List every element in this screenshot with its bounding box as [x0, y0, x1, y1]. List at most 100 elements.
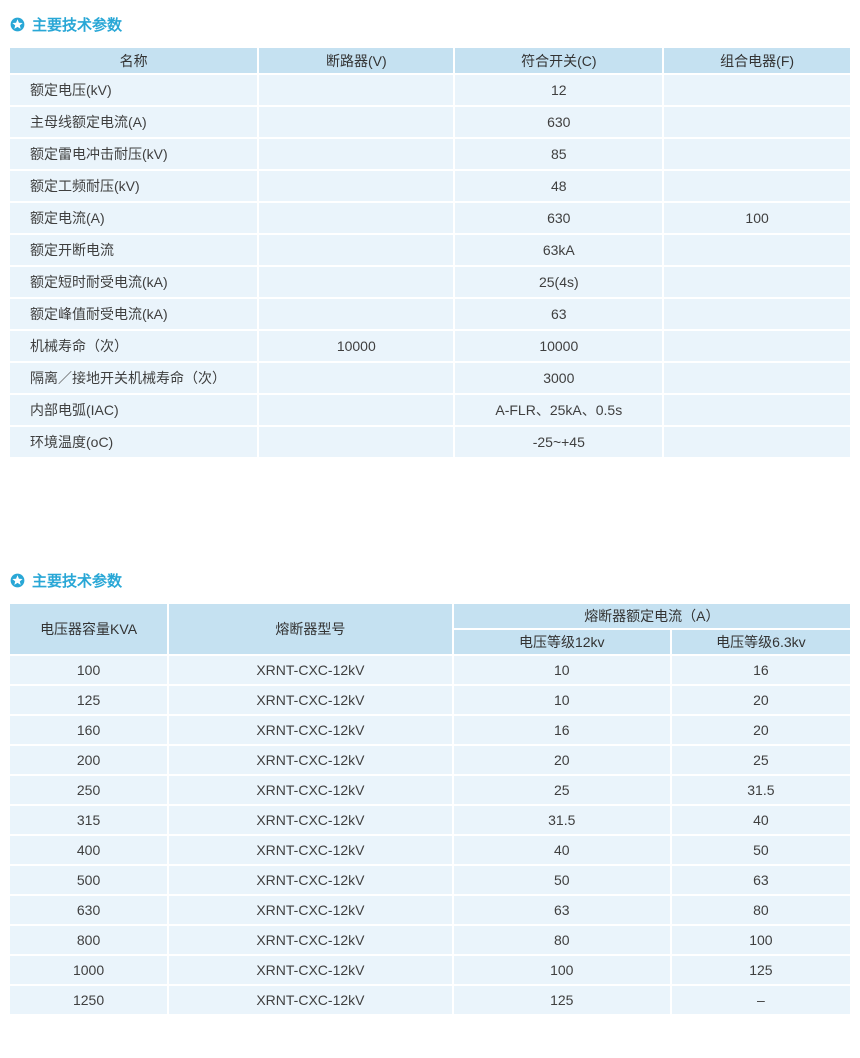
table-cell: 63: [669, 864, 853, 896]
table-cell: 10000: [453, 329, 665, 363]
table-cell: 机械寿命（次）: [7, 329, 260, 363]
column-header-voltage-6-3kv: 电压等级6.3kv: [669, 628, 853, 656]
table-header: 名称 断路器(V) 符合开关(C) 组合电器(F): [7, 46, 852, 75]
table-cell: XRNT-CXC-12kV: [167, 864, 454, 896]
section-main-parameters-2: 主要技术参数 电压器容量KVA 熔断器型号 熔断器额定电流（A） 电压等级12k…: [7, 570, 853, 1016]
table-cell: -25~+45: [453, 425, 665, 459]
table-cell: 额定峰值耐受电流(kA): [7, 297, 260, 331]
section-title-text: 主要技术参数: [32, 573, 123, 590]
column-header-fuse-model: 熔断器型号: [167, 602, 454, 656]
table-cell: 10: [451, 654, 672, 686]
table-row: 额定开断电流 63kA: [7, 233, 852, 267]
table-row: 额定电流(A) 630 100: [7, 201, 852, 235]
column-header-breaker: 断路器(V): [257, 46, 456, 75]
table-cell: 630: [7, 894, 170, 926]
table-cell: 100: [7, 654, 170, 686]
table-cell: 10000: [257, 329, 456, 363]
table-cell: 25: [669, 744, 853, 776]
table-cell: 160: [7, 714, 170, 746]
table-cell: [257, 105, 456, 139]
table-cell: 250: [7, 774, 170, 806]
table-cell: XRNT-CXC-12kV: [167, 804, 454, 836]
table-cell: 额定电流(A): [7, 201, 260, 235]
table-cell: XRNT-CXC-12kV: [167, 654, 454, 686]
table-cell: [257, 425, 456, 459]
table-cell: [257, 297, 456, 331]
column-header-combined: 组合电器(F): [662, 46, 852, 75]
table-cell: 630: [453, 201, 665, 235]
table-cell: 125: [7, 684, 170, 716]
table-row: 额定电压(kV) 12: [7, 73, 852, 107]
table-row: 800 XRNT-CXC-12kV 80 100: [7, 924, 853, 956]
table-cell: 125: [669, 954, 853, 986]
table-cell: 50: [669, 834, 853, 866]
table-row: 1000 XRNT-CXC-12kV 100 125: [7, 954, 853, 986]
table-cell: XRNT-CXC-12kV: [167, 774, 454, 806]
technical-parameters-table: 名称 断路器(V) 符合开关(C) 组合电器(F) 额定电压(kV) 12 主母线额…: [7, 46, 852, 459]
table-cell: XRNT-CXC-12kV: [167, 684, 454, 716]
table-cell: –: [669, 984, 853, 1016]
table-cell: [662, 233, 852, 267]
table-row: 100 XRNT-CXC-12kV 10 16: [7, 654, 853, 686]
table-cell: XRNT-CXC-12kV: [167, 924, 454, 956]
table-cell: 125: [451, 984, 672, 1016]
table-cell: 16: [669, 654, 853, 686]
table-cell: [662, 73, 852, 107]
table-cell: 800: [7, 924, 170, 956]
section-title-text: 主要技术参数: [32, 17, 123, 34]
table-row: 250 XRNT-CXC-12kV 25 31.5: [7, 774, 853, 806]
table-cell: 31.5: [669, 774, 853, 806]
table-row: 315 XRNT-CXC-12kV 31.5 40: [7, 804, 853, 836]
table-cell: [662, 169, 852, 203]
table-subheader-row: 电压等级12kv 电压等级6.3kv: [9, 628, 853, 656]
table-cell: [662, 329, 852, 363]
table-row: 500 XRNT-CXC-12kV 50 63: [7, 864, 853, 896]
table-header: 电压器容量KVA 熔断器型号 熔断器额定电流（A） 电压等级12kv 电压等级6…: [7, 602, 853, 656]
table-cell: 48: [453, 169, 665, 203]
table-cell: 额定开断电流: [7, 233, 260, 267]
table-cell: XRNT-CXC-12kV: [167, 714, 454, 746]
table-cell: 20: [669, 684, 853, 716]
table-row: 主母线额定电流(A) 630: [7, 105, 852, 139]
table-cell: 20: [451, 744, 672, 776]
table-cell: 3000: [453, 361, 665, 395]
table-cell: 630: [453, 105, 665, 139]
table-cell: 50: [451, 864, 672, 896]
table-cell: 63: [453, 297, 665, 331]
table-row: 630 XRNT-CXC-12kV 63 80: [7, 894, 853, 926]
column-header-rated-current-group: 熔断器额定电流（A）: [451, 602, 853, 630]
table-cell: [257, 361, 456, 395]
table-cell: 内部电弧(IAC): [7, 393, 260, 427]
column-header-load-switch: 符合开关(C): [453, 46, 665, 75]
table-body: 100 XRNT-CXC-12kV 10 16 125 XRNT-CXC-12kV 10 20…: [7, 654, 853, 1016]
table-cell: [257, 265, 456, 299]
table-cell: [662, 393, 852, 427]
table-cell: A-FLR、25kA、0.5s: [453, 393, 665, 427]
table-cell: 80: [451, 924, 672, 956]
table-row: 额定工频耐压(kV) 48: [7, 169, 852, 203]
table-cell: 额定电压(kV): [7, 73, 260, 107]
column-header-voltage-12kv: 电压等级12kv: [451, 628, 672, 656]
table-cell: 25: [451, 774, 672, 806]
table-cell: 额定短时耐受电流(kA): [7, 265, 260, 299]
table-row: 1250 XRNT-CXC-12kV 125–: [7, 984, 853, 1016]
table-cell: [257, 137, 456, 171]
table-cell: 100: [669, 924, 853, 956]
table-cell: XRNT-CXC-12kV: [167, 894, 454, 926]
table-cell: 10: [451, 684, 672, 716]
table-cell: 400: [7, 834, 170, 866]
table-cell: 80: [669, 894, 853, 926]
fuse-rating-table: 电压器容量KVA 熔断器型号 熔断器额定电流（A） 电压等级12kv 电压等级6…: [7, 602, 853, 1016]
section-main-parameters-1: 主要技术参数 名称 断路器(V) 符合开关(C) 组合电器(F) 额定电压(kV…: [7, 14, 852, 459]
table-row: 额定峰值耐受电流(kA) 63: [7, 297, 852, 331]
table-row: 机械寿命（次） 10000 10000: [7, 329, 852, 363]
table-cell: 31.5: [451, 804, 672, 836]
table-cell: 315: [7, 804, 170, 836]
table-body: 额定电压(kV) 12 主母线额定电流(A) 630 额定雷电冲击耐压(kV) 85 额定工…: [7, 73, 852, 459]
table-cell: XRNT-CXC-12kV: [167, 744, 454, 776]
table-row: 内部电弧(IAC) A-FLR、25kA、0.5s: [7, 393, 852, 427]
table-cell: 额定工频耐压(kV): [7, 169, 260, 203]
table-cell: 额定雷电冲击耐压(kV): [7, 137, 260, 171]
table-cell: 1250: [7, 984, 170, 1016]
